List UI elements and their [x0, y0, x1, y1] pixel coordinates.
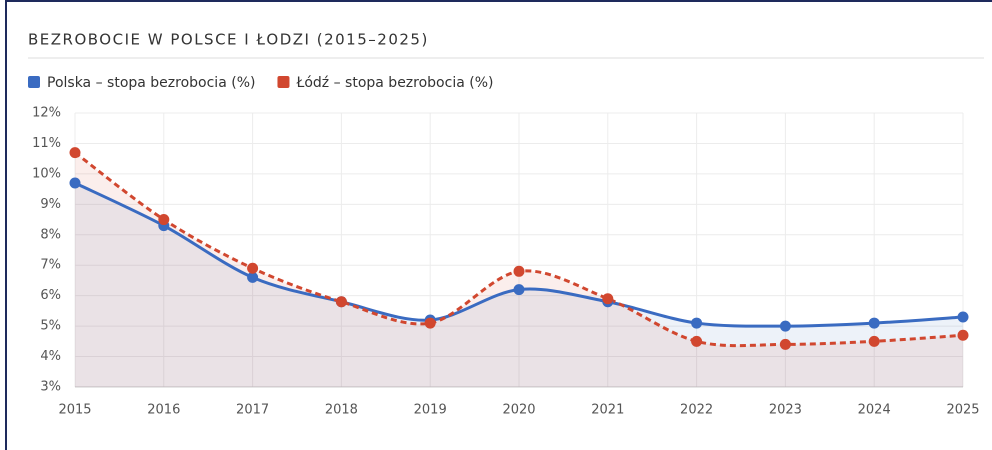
y-tick-label: 6% — [40, 288, 61, 303]
y-tick-label: 8% — [40, 227, 61, 242]
y-tick-label: 3% — [40, 380, 61, 395]
data-point — [69, 147, 81, 159]
y-tick-label: 5% — [40, 319, 61, 334]
data-point — [158, 214, 170, 226]
x-tick-label: 2024 — [858, 403, 891, 418]
series-area — [75, 183, 963, 387]
x-tick-label: 2019 — [414, 403, 447, 418]
data-point — [513, 284, 525, 296]
data-point — [424, 317, 436, 329]
x-tick-label: 2021 — [591, 403, 624, 418]
x-tick-label: 2023 — [769, 403, 802, 418]
legend-swatch — [28, 76, 40, 88]
y-tick-label: 7% — [40, 258, 61, 273]
x-tick-label: 2022 — [680, 403, 713, 418]
data-point — [335, 296, 347, 308]
x-tick-label: 2017 — [236, 403, 269, 418]
data-point — [868, 335, 880, 347]
x-tick-label: 2016 — [147, 403, 180, 418]
data-point — [602, 293, 614, 305]
series-line — [74, 151, 964, 348]
data-point — [868, 317, 880, 329]
data-point — [69, 177, 81, 189]
y-tick-label: 4% — [40, 349, 61, 364]
x-tick-label: 2018 — [325, 403, 358, 418]
data-point — [247, 262, 259, 274]
legend-swatch — [277, 76, 290, 88]
y-tick-label: 11% — [32, 136, 61, 151]
data-point — [957, 329, 969, 341]
data-point — [957, 311, 969, 323]
x-tick-label: 2015 — [58, 403, 91, 418]
legend-label: Polska – stopa bezrobocia (%) — [47, 75, 255, 91]
legend-label: Łódź – stopa bezrobocia (%) — [295, 75, 493, 91]
card — [5, 0, 992, 450]
y-tick-label: 9% — [40, 197, 61, 212]
y-tick-label: 10% — [32, 166, 61, 181]
data-point — [247, 271, 259, 283]
data-point — [691, 317, 703, 329]
series-area — [75, 152, 963, 387]
data-point — [779, 338, 791, 350]
x-tick-label: 2025 — [946, 403, 979, 418]
data-point — [779, 320, 791, 332]
chart-title: BEZROBOCIE W POLSCE I ŁODZI (2015–2025) — [28, 31, 429, 49]
data-point — [691, 335, 703, 347]
y-tick-label: 12% — [32, 106, 61, 121]
x-tick-label: 2020 — [502, 403, 535, 418]
data-point — [513, 265, 525, 277]
